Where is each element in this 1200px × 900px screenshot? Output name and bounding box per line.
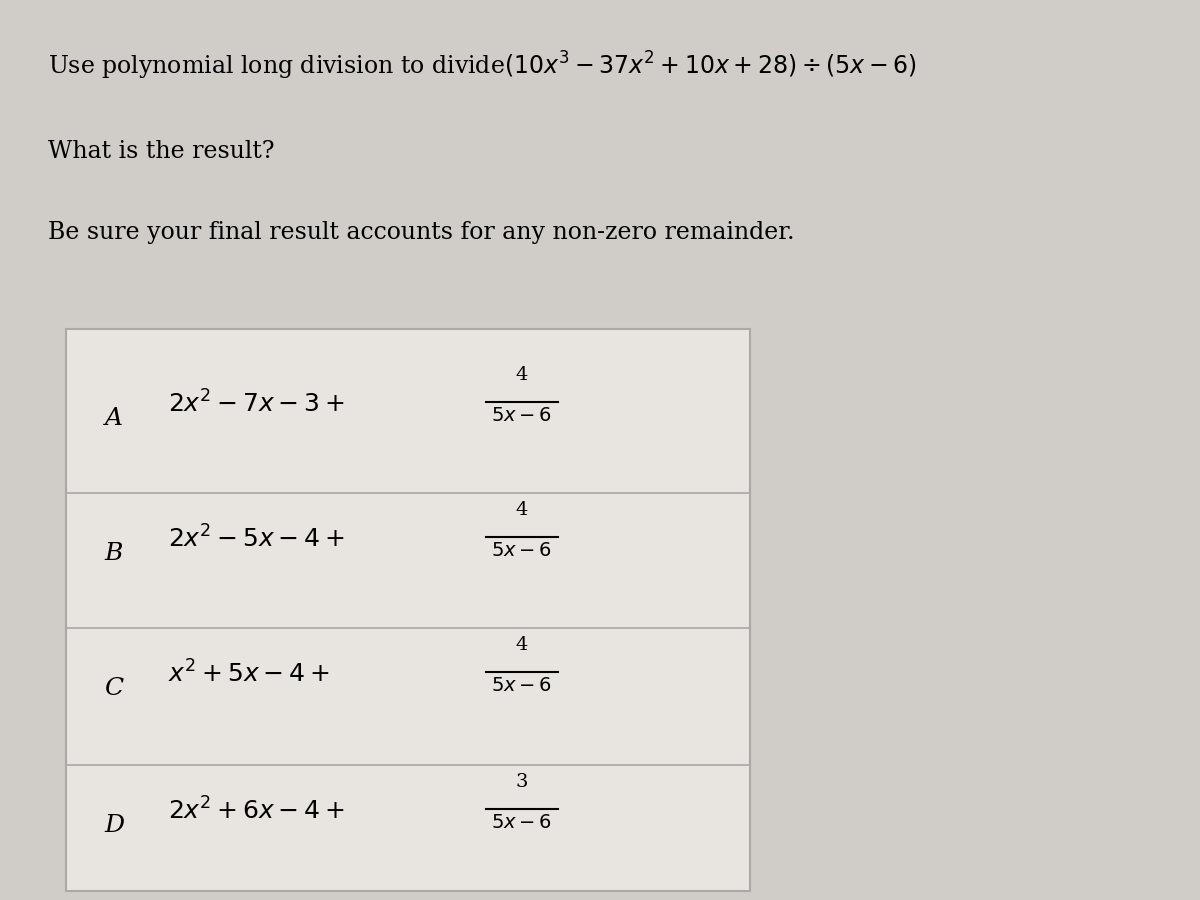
Text: B: B [104, 542, 124, 565]
Text: $2x^2 - 5x - 4 + $: $2x^2 - 5x - 4 + $ [168, 526, 344, 553]
Text: $x^2 + 5x - 4 + $: $x^2 + 5x - 4 + $ [168, 661, 330, 688]
Text: 4: 4 [516, 636, 528, 654]
Text: Be sure your final result accounts for any non-zero remainder.: Be sure your final result accounts for a… [48, 220, 794, 244]
Text: $5x - 6$: $5x - 6$ [492, 542, 552, 560]
Text: C: C [104, 677, 124, 700]
Text: $2x^2 - 7x - 3 + $: $2x^2 - 7x - 3 + $ [168, 391, 344, 418]
Text: 4: 4 [516, 501, 528, 519]
Text: $5x - 6$: $5x - 6$ [492, 407, 552, 425]
Text: What is the result?: What is the result? [48, 140, 275, 163]
Text: A: A [106, 407, 124, 430]
FancyBboxPatch shape [66, 328, 750, 891]
Text: 3: 3 [516, 773, 528, 791]
Text: D: D [104, 814, 124, 837]
Text: Use polynomial long division to divide$\left(10x^3 - 37x^2 + 10x + 28\right) \di: Use polynomial long division to divide$\… [48, 50, 917, 82]
Text: $2x^2 + 6x - 4 + $: $2x^2 + 6x - 4 + $ [168, 797, 344, 824]
Text: $5x - 6$: $5x - 6$ [492, 677, 552, 695]
Text: $5x - 6$: $5x - 6$ [492, 814, 552, 832]
Text: 4: 4 [516, 366, 528, 384]
